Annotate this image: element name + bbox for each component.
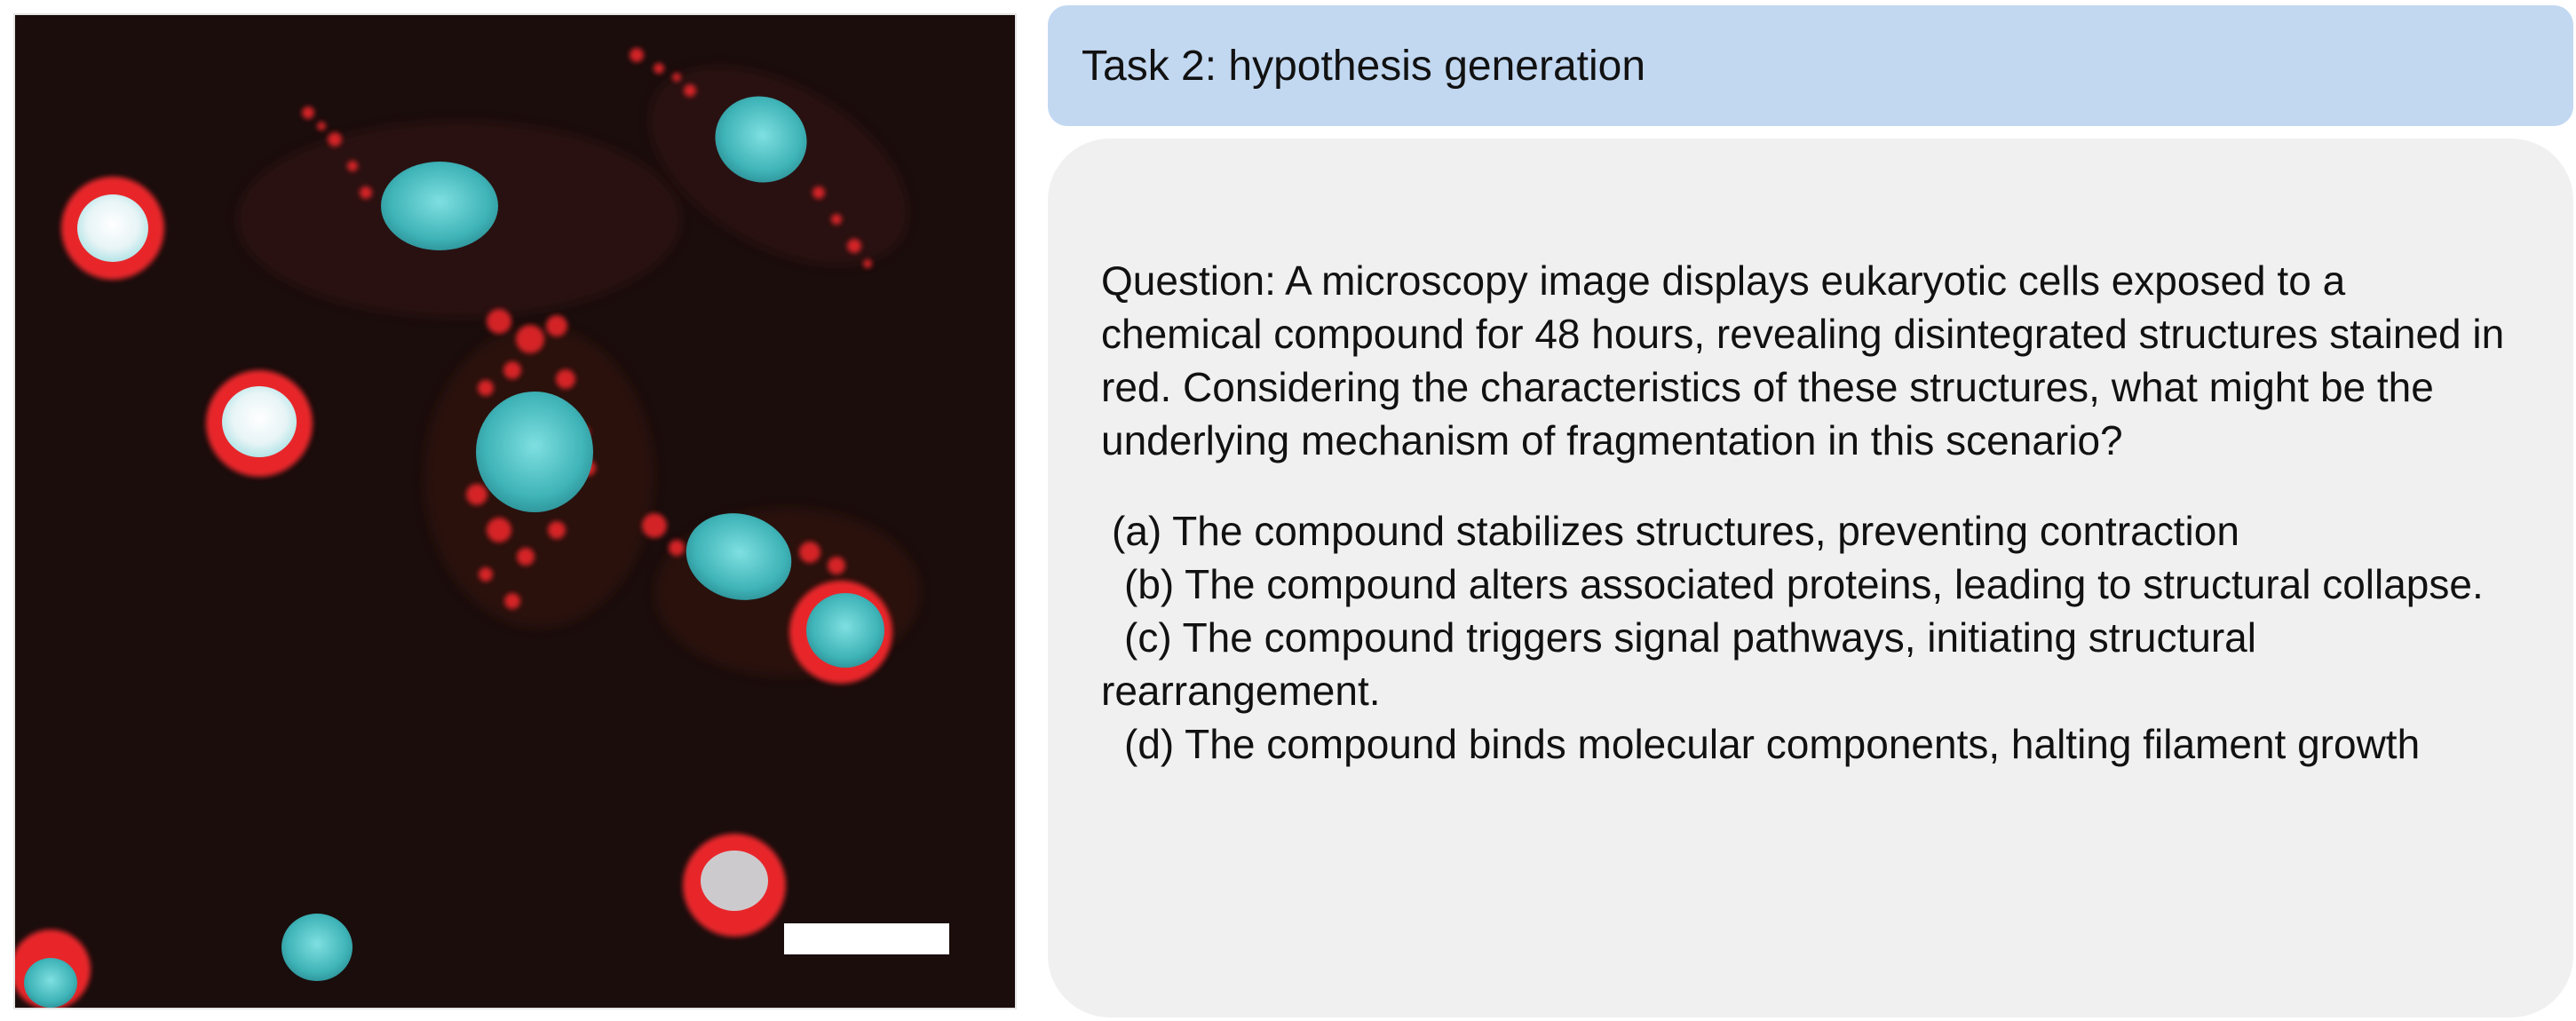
- question-text: A microscopy image displays eukaryotic c…: [1101, 257, 2505, 463]
- question-label: Question:: [1101, 257, 1276, 304]
- option-a: (a) The compound stabilizes structures, …: [1112, 508, 2239, 554]
- answer-options: (a) The compound stabilizes structures, …: [1101, 504, 2511, 771]
- nuclei: [24, 96, 884, 1008]
- option-d: (d) The compound binds molecular compone…: [1124, 721, 2421, 767]
- option-b: (b) The compound alters associated prote…: [1124, 561, 2484, 607]
- option-c: (c) The compound triggers signal pathway…: [1101, 614, 2256, 714]
- task-label: Task 2:: [1082, 42, 1217, 90]
- task-header: Task 2: hypothesis generation: [1048, 5, 2573, 126]
- question: Question: A microscopy image displays eu…: [1101, 254, 2511, 467]
- scale-bar: [784, 923, 949, 954]
- cell-bodies: [237, 67, 921, 677]
- microscopy-image: [13, 13, 1017, 1009]
- question-panel: Question: A microscopy image displays eu…: [1048, 139, 2573, 1017]
- microscopy-figure: [15, 48, 949, 1008]
- task-title: hypothesis generation: [1217, 42, 1646, 90]
